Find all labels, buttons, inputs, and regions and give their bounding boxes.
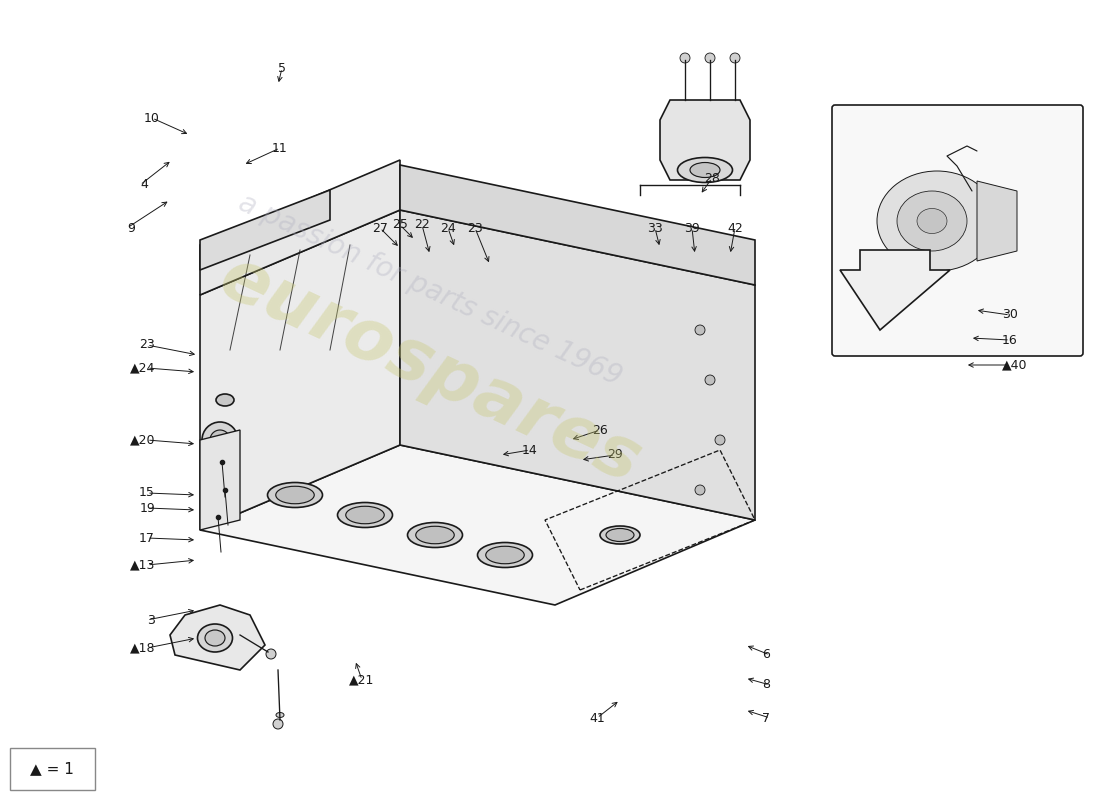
Text: 28: 28 bbox=[704, 171, 719, 185]
Text: 33: 33 bbox=[647, 222, 663, 234]
Polygon shape bbox=[200, 430, 240, 530]
Circle shape bbox=[695, 325, 705, 335]
Polygon shape bbox=[200, 445, 755, 605]
Circle shape bbox=[705, 53, 715, 63]
Polygon shape bbox=[200, 210, 400, 530]
Polygon shape bbox=[840, 250, 950, 330]
Ellipse shape bbox=[216, 394, 234, 406]
Polygon shape bbox=[200, 160, 400, 295]
Polygon shape bbox=[977, 181, 1018, 261]
Text: 16: 16 bbox=[1002, 334, 1018, 346]
Circle shape bbox=[202, 422, 238, 458]
Text: 9: 9 bbox=[128, 222, 135, 234]
Ellipse shape bbox=[600, 526, 640, 544]
Text: ▲20: ▲20 bbox=[130, 434, 155, 446]
Polygon shape bbox=[200, 190, 330, 270]
Text: 10: 10 bbox=[144, 111, 159, 125]
Ellipse shape bbox=[198, 624, 232, 652]
Text: 6: 6 bbox=[762, 649, 770, 662]
Text: 8: 8 bbox=[762, 678, 770, 691]
Text: ▲21: ▲21 bbox=[350, 674, 375, 686]
Circle shape bbox=[715, 435, 725, 445]
Circle shape bbox=[680, 53, 690, 63]
Ellipse shape bbox=[205, 630, 225, 646]
Ellipse shape bbox=[276, 713, 284, 718]
Ellipse shape bbox=[877, 171, 997, 271]
Text: 25: 25 bbox=[392, 218, 408, 231]
Ellipse shape bbox=[606, 529, 634, 542]
Text: ▲18: ▲18 bbox=[130, 642, 155, 654]
Text: 27: 27 bbox=[372, 222, 388, 234]
Text: 5: 5 bbox=[278, 62, 286, 74]
Text: ▲24: ▲24 bbox=[130, 362, 155, 374]
Ellipse shape bbox=[267, 482, 322, 507]
Ellipse shape bbox=[917, 209, 947, 234]
Text: 22: 22 bbox=[414, 218, 430, 231]
Text: 42: 42 bbox=[727, 222, 742, 234]
Text: eurospares: eurospares bbox=[208, 242, 651, 498]
Text: 26: 26 bbox=[592, 423, 607, 437]
Circle shape bbox=[705, 375, 715, 385]
FancyBboxPatch shape bbox=[832, 105, 1084, 356]
Text: ▲13: ▲13 bbox=[130, 558, 155, 571]
Text: 17: 17 bbox=[139, 531, 155, 545]
Text: 19: 19 bbox=[140, 502, 155, 514]
Text: ▲ = 1: ▲ = 1 bbox=[30, 762, 74, 777]
Polygon shape bbox=[170, 605, 265, 670]
Polygon shape bbox=[400, 210, 755, 520]
Text: 30: 30 bbox=[1002, 309, 1018, 322]
Ellipse shape bbox=[477, 542, 532, 567]
Text: 14: 14 bbox=[522, 443, 538, 457]
Text: 23: 23 bbox=[140, 338, 155, 351]
Ellipse shape bbox=[407, 522, 462, 547]
Text: a passion for parts since 1969: a passion for parts since 1969 bbox=[234, 189, 626, 391]
Circle shape bbox=[730, 53, 740, 63]
Ellipse shape bbox=[416, 526, 454, 544]
Polygon shape bbox=[660, 100, 750, 180]
Text: 15: 15 bbox=[139, 486, 155, 499]
Ellipse shape bbox=[338, 502, 393, 527]
Circle shape bbox=[695, 485, 705, 495]
Ellipse shape bbox=[690, 162, 721, 178]
Ellipse shape bbox=[486, 546, 525, 564]
Text: ▲40: ▲40 bbox=[1002, 358, 1027, 371]
Text: 3: 3 bbox=[147, 614, 155, 626]
Text: 24: 24 bbox=[440, 222, 455, 234]
Ellipse shape bbox=[276, 486, 315, 504]
Bar bbox=[10, 748, 95, 790]
Circle shape bbox=[266, 649, 276, 659]
Text: 39: 39 bbox=[684, 222, 700, 234]
Text: 29: 29 bbox=[607, 449, 623, 462]
Circle shape bbox=[273, 719, 283, 729]
Text: 23: 23 bbox=[468, 222, 483, 234]
Circle shape bbox=[210, 430, 230, 450]
Ellipse shape bbox=[896, 191, 967, 251]
Ellipse shape bbox=[678, 158, 733, 182]
Text: 7: 7 bbox=[762, 711, 770, 725]
Text: 4: 4 bbox=[140, 178, 148, 191]
Text: 41: 41 bbox=[590, 711, 605, 725]
Polygon shape bbox=[400, 165, 755, 285]
Ellipse shape bbox=[345, 506, 384, 524]
Text: 11: 11 bbox=[272, 142, 288, 154]
